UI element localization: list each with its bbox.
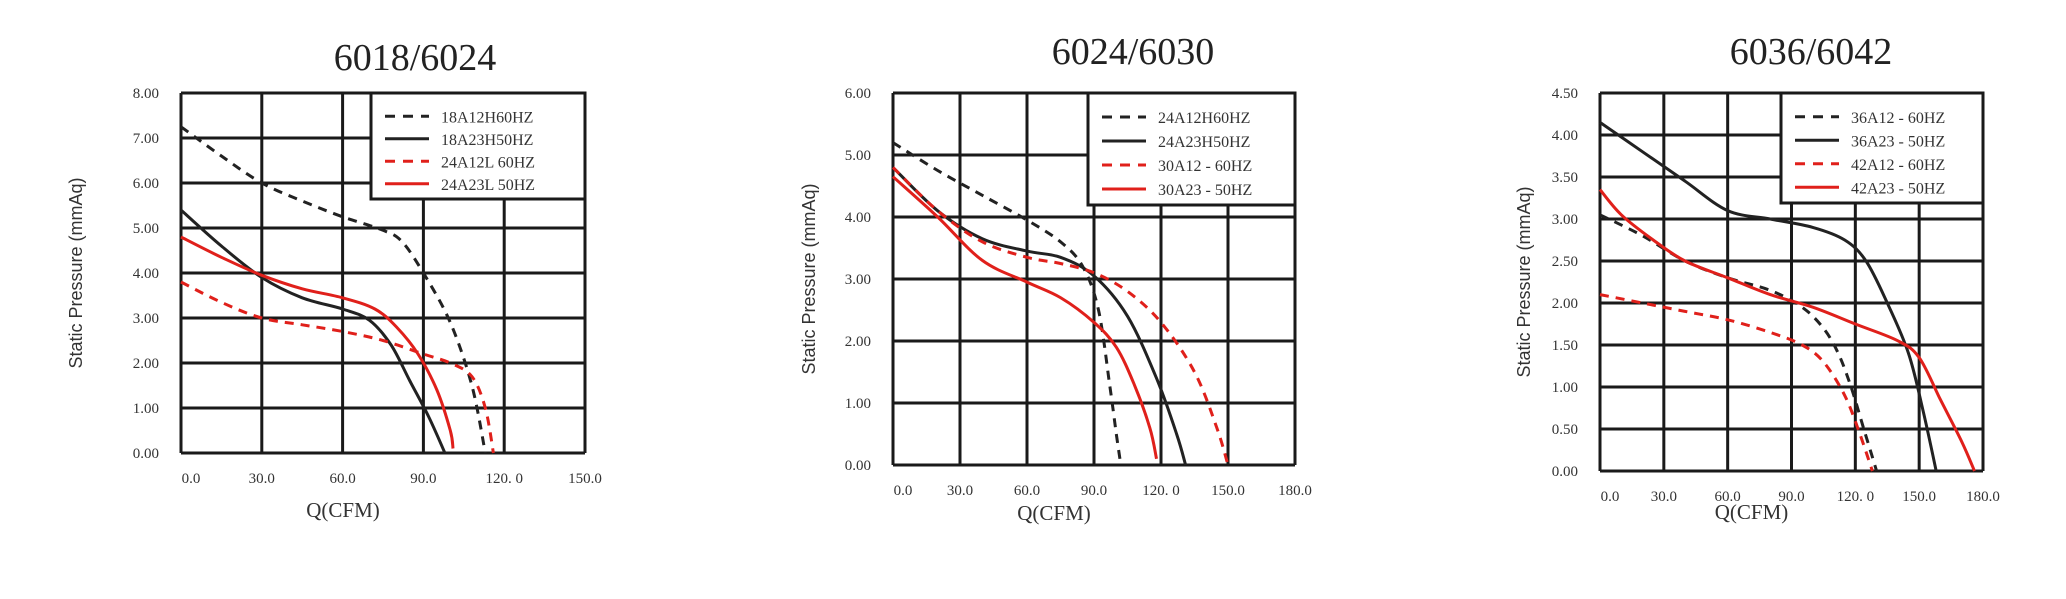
y-tick-label: 2.00 xyxy=(133,356,159,372)
x-axis-label: Q(CFM) xyxy=(1715,500,1789,524)
series-line-3 xyxy=(891,166,1230,466)
chart-title: 6018/6024 xyxy=(334,37,497,79)
legend-entry: 18A12H60HZ xyxy=(441,109,533,126)
legend-entry: 24A12H60HZ xyxy=(1158,110,1250,127)
y-tick-label: 4.00 xyxy=(1552,128,1578,144)
chart-1: 6018/6024 0.0 30.0 60.0 90.0 120. 0 150.0 0.00 1… xyxy=(66,37,602,522)
x-tick-label: 120. 0 xyxy=(485,471,523,487)
x-tick-label: 30.0 xyxy=(947,483,973,499)
series-line-1 xyxy=(1599,213,1879,472)
legend-entry: 42A23 - 50HZ xyxy=(1851,180,1945,197)
x-tick-label: 150.0 xyxy=(1902,489,1936,505)
legend-box xyxy=(369,91,587,201)
x-axis-label: Q(CFM) xyxy=(1017,501,1091,525)
y-tick-label: 1.00 xyxy=(1552,380,1578,396)
legend-entry: 30A23 - 50HZ xyxy=(1158,182,1252,199)
y-tick-label: 8.00 xyxy=(133,86,159,102)
legend-entry: 24A12L 60HZ xyxy=(441,154,535,171)
series-line-3 xyxy=(180,280,495,454)
x-tick-label: 90.0 xyxy=(1081,483,1107,499)
y-tick-label: 3.00 xyxy=(845,272,871,288)
x-tick-label: 180.0 xyxy=(1966,489,2000,505)
x-tick-label: 180.0 xyxy=(1278,483,1312,499)
x-tick-label: 90.0 xyxy=(410,471,436,487)
y-tick-label: 5.00 xyxy=(845,148,871,164)
x-tick-label: 90.0 xyxy=(1778,489,1804,505)
legend-entry: 30A12 - 60HZ xyxy=(1158,158,1252,175)
y-tick-label: 3.00 xyxy=(133,311,159,327)
x-tick-label: 30.0 xyxy=(1651,489,1677,505)
x-tick-label: 150.0 xyxy=(1211,483,1245,499)
y-tick-label: 2.00 xyxy=(1552,296,1578,312)
y-tick-label: 4.00 xyxy=(133,266,159,282)
series-line-4 xyxy=(180,235,455,449)
legend-entry: 24A23H50HZ xyxy=(1158,134,1250,151)
series-line-4 xyxy=(1598,188,1976,472)
x-tick-label: 0.0 xyxy=(1601,489,1620,505)
y-tick-label: 6.00 xyxy=(133,176,159,192)
y-axis-label: Static Pressure (mmAq) xyxy=(799,183,819,374)
x-tick-label: 150.0 xyxy=(568,471,602,487)
y-tick-label: 2.50 xyxy=(1552,254,1578,270)
x-tick-label: 60.0 xyxy=(1014,483,1040,499)
series-line-1 xyxy=(892,141,1123,466)
x-tick-label: 30.0 xyxy=(249,471,275,487)
legend-box xyxy=(1779,91,1985,205)
y-tick-label: 5.00 xyxy=(133,221,159,237)
y-tick-label: 4.00 xyxy=(845,210,871,226)
x-axis-label: Q(CFM) xyxy=(306,498,380,522)
y-tick-label: 1.00 xyxy=(845,396,871,412)
legend-entry: 36A12 - 60HZ xyxy=(1851,110,1945,127)
legend-entry: 36A23 - 50HZ xyxy=(1851,133,1945,150)
y-tick-label: 6.00 xyxy=(845,86,871,102)
legend-entry: 42A12 - 60HZ xyxy=(1851,157,1945,174)
y-tick-label: 4.50 xyxy=(1552,86,1578,102)
legend-box xyxy=(1086,91,1297,207)
series-line-3 xyxy=(1599,293,1874,472)
series-line-1 xyxy=(180,125,487,454)
y-tick-label: 7.00 xyxy=(133,131,159,147)
series-line-2 xyxy=(179,208,447,454)
chart-3: 6036/6042 0.0 30.0 60.0 90.0 120. 0 150.0 180.0… xyxy=(1514,31,2000,524)
x-tick-label: 120. 0 xyxy=(1142,483,1180,499)
chart-title: 6024/6030 xyxy=(1052,31,1215,73)
x-tick-label: 0.0 xyxy=(894,483,913,499)
y-axis-label: Static Pressure (mmAq) xyxy=(1514,186,1534,377)
x-tick-label: 0.0 xyxy=(182,471,201,487)
y-tick-label: 0.00 xyxy=(845,458,871,474)
y-tick-label: 0.00 xyxy=(1552,464,1578,480)
y-axis-label: Static Pressure (mmAq) xyxy=(66,177,86,368)
legend-entry: 24A23L 50HZ xyxy=(441,177,535,194)
series-line-2 xyxy=(891,166,1188,466)
y-tick-label: 0.50 xyxy=(1552,422,1578,438)
y-tick-label: 0.00 xyxy=(133,446,159,462)
chart-2: 6024/6030 0.0 30.0 60.0 90.0 120. 0 150.0 180.0… xyxy=(799,31,1312,525)
series-line-2 xyxy=(1599,121,1938,472)
y-tick-label: 3.00 xyxy=(1552,212,1578,228)
x-tick-label: 120. 0 xyxy=(1837,489,1875,505)
chart-title: 6036/6042 xyxy=(1730,31,1893,73)
y-tick-label: 1.50 xyxy=(1552,338,1578,354)
y-tick-label: 2.00 xyxy=(845,334,871,350)
series-line-4 xyxy=(891,175,1158,460)
x-tick-label: 60.0 xyxy=(329,471,355,487)
legend-entry: 18A23H50HZ xyxy=(441,132,533,149)
y-tick-label: 3.50 xyxy=(1552,170,1578,186)
x-tick-label: 60.0 xyxy=(1715,489,1741,505)
y-tick-label: 1.00 xyxy=(133,401,159,417)
